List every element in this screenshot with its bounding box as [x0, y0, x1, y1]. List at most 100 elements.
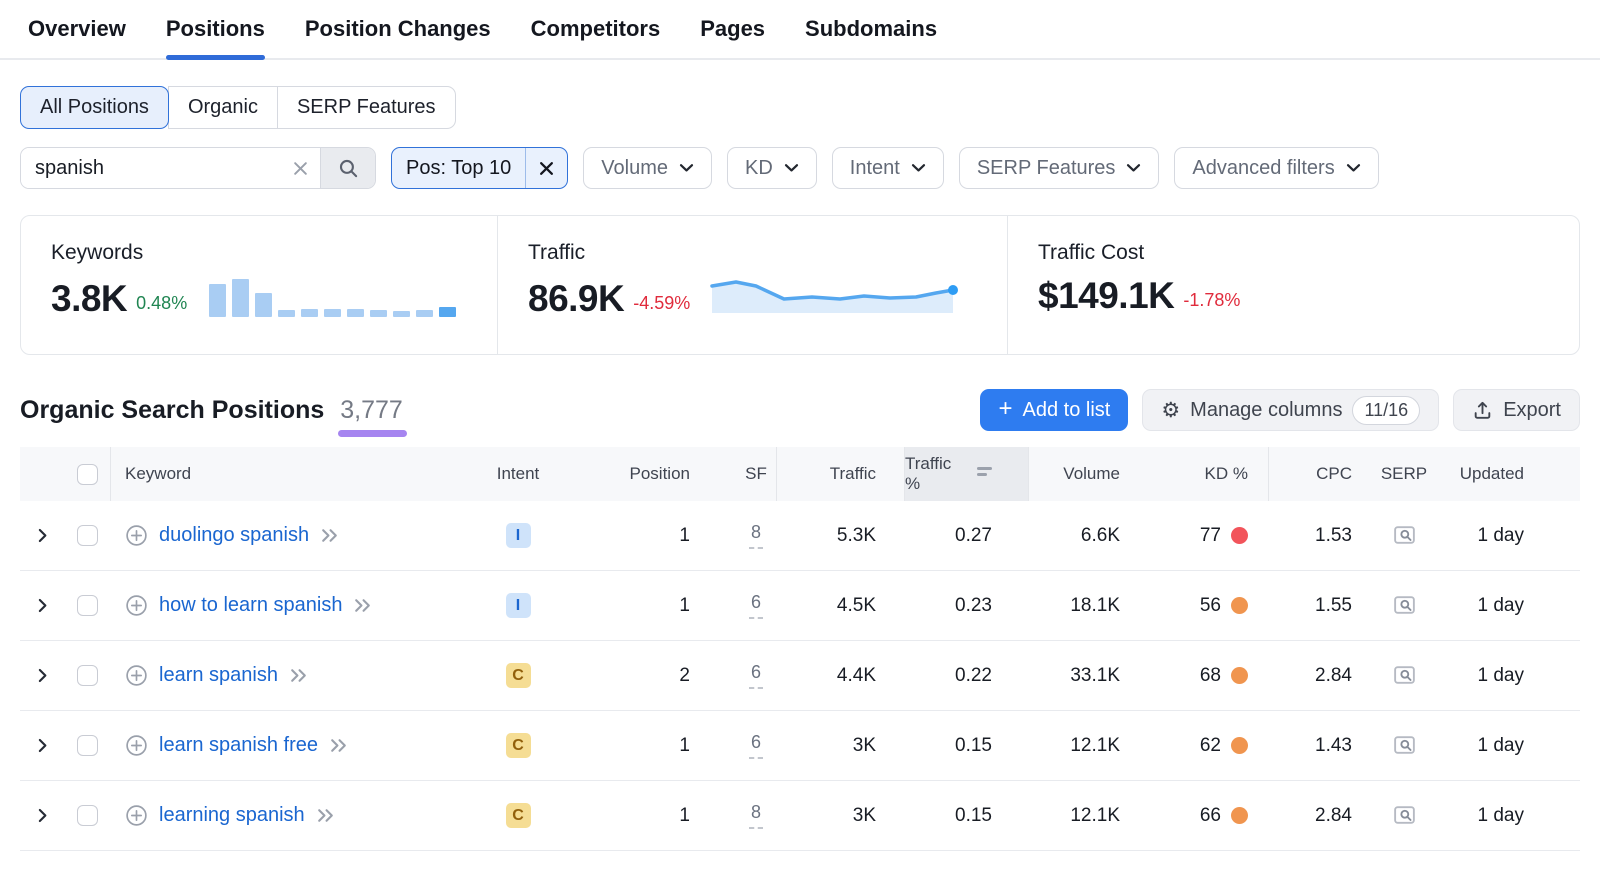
trend-bar — [255, 293, 273, 317]
expand-row-button[interactable] — [20, 667, 64, 684]
keyword-link[interactable]: duolingo spanish — [159, 524, 310, 546]
intent-badge[interactable]: C — [505, 803, 531, 828]
search-icon — [339, 159, 357, 177]
keyword-link[interactable]: learn spanish — [159, 664, 278, 686]
serp-preview-icon[interactable] — [1392, 593, 1417, 618]
kd-difficulty-dot — [1231, 527, 1248, 544]
serp-features-count[interactable]: 6 — [748, 732, 763, 759]
row-checkbox[interactable] — [76, 805, 98, 826]
serp-features-count[interactable]: 6 — [748, 592, 763, 619]
keyword-link[interactable]: learn spanish free — [159, 734, 318, 756]
select-all-checkbox[interactable] — [76, 463, 98, 485]
add-to-list-icon[interactable] — [124, 523, 149, 548]
header-updated[interactable]: Updated — [1459, 464, 1524, 483]
traffic-summary: Traffic 86.9K -4.59% — [498, 216, 1008, 354]
tab-position-changes[interactable]: Position Changes — [304, 16, 491, 41]
double-chevron-icon[interactable] — [319, 527, 340, 544]
header-intent[interactable]: Intent — [496, 464, 540, 483]
search-input[interactable] — [21, 148, 281, 188]
traffic-cost-summary: Traffic Cost $149.1K -1.78% — [1008, 216, 1579, 354]
chevron-down-icon — [1346, 164, 1360, 172]
position-filter-label[interactable]: Pos: Top 10 — [406, 156, 512, 179]
position-value: 1 — [679, 594, 690, 616]
manage-columns-button[interactable]: ⚙ Manage columns 11/16 — [1142, 389, 1440, 431]
volume-value: 6.6K — [1080, 524, 1120, 546]
table-row: duolingo spanish I 1 8 5.3K 0.27 6.6K 77… — [20, 501, 1580, 571]
double-chevron-icon[interactable] — [315, 807, 336, 824]
filter-volume[interactable]: Volume — [583, 147, 712, 189]
add-to-list-icon[interactable] — [124, 803, 149, 828]
header-serp[interactable]: SERP — [1380, 464, 1428, 483]
row-checkbox[interactable] — [76, 525, 98, 546]
row-checkbox[interactable] — [76, 595, 98, 616]
intent-badge[interactable]: C — [505, 663, 531, 688]
kd-difficulty-dot — [1231, 667, 1248, 684]
double-chevron-icon[interactable] — [288, 667, 309, 684]
intent-badge[interactable]: I — [505, 523, 531, 548]
serp-features-count[interactable]: 6 — [748, 662, 763, 689]
section-header: Organic Search Positions 3,777 + Add to … — [20, 389, 1580, 437]
tab-subdomains[interactable]: Subdomains — [805, 16, 938, 41]
header-traffic-pct[interactable]: Traffic % — [904, 447, 1028, 501]
expand-row-button[interactable] — [20, 807, 64, 824]
header-cpc[interactable]: CPC — [1268, 447, 1368, 501]
row-checkbox[interactable] — [76, 735, 98, 756]
add-to-list-icon[interactable] — [124, 733, 149, 758]
serp-features-count[interactable]: 8 — [748, 522, 763, 549]
double-chevron-icon[interactable] — [352, 597, 373, 614]
header-keyword[interactable]: Keyword — [110, 447, 470, 501]
tab-positions[interactable]: Positions — [165, 16, 265, 60]
serp-preview-icon[interactable] — [1392, 663, 1417, 688]
tab-overview[interactable]: Overview — [28, 16, 126, 41]
trend-bar — [370, 310, 388, 317]
intent-badge[interactable]: I — [505, 593, 531, 618]
tab-competitors[interactable]: Competitors — [530, 16, 661, 41]
chevron-right-icon — [38, 738, 46, 753]
position-value: 1 — [679, 524, 690, 546]
expand-row-button[interactable] — [20, 597, 64, 614]
filter-kd[interactable]: KD — [726, 147, 817, 189]
export-button[interactable]: Export — [1453, 389, 1580, 431]
add-to-list-icon[interactable] — [124, 663, 149, 688]
chevron-down-icon — [1127, 164, 1141, 172]
expand-row-button[interactable] — [20, 737, 64, 754]
header-traffic[interactable]: Traffic — [776, 447, 904, 501]
traffic-value: 3K — [852, 734, 876, 756]
segment-all-positions[interactable]: All Positions — [20, 86, 169, 129]
kd-difficulty-dot — [1231, 807, 1248, 824]
header-kd[interactable]: KD % — [1204, 464, 1248, 483]
serp-preview-icon[interactable] — [1392, 803, 1417, 828]
expand-row-button[interactable] — [20, 527, 64, 544]
clear-search-icon[interactable] — [281, 148, 320, 188]
remove-position-filter-icon[interactable] — [526, 148, 567, 188]
keyword-link[interactable]: learning spanish — [159, 804, 305, 826]
filter-advanced-filters[interactable]: Advanced filters — [1174, 147, 1379, 189]
updated-value: 1 day — [1477, 664, 1524, 686]
row-checkbox[interactable] — [76, 665, 98, 686]
updated-value: 1 day — [1477, 524, 1524, 546]
search-button[interactable] — [320, 148, 375, 188]
segment-serp-features[interactable]: SERP Features — [276, 86, 456, 129]
plus-icon: + — [998, 395, 1013, 422]
intent-badge[interactable]: C — [505, 733, 531, 758]
keyword-link[interactable]: how to learn spanish — [159, 594, 343, 616]
segment-organic[interactable]: Organic — [167, 86, 278, 129]
traffic-label: Traffic — [528, 241, 586, 264]
tab-pages[interactable]: Pages — [700, 16, 766, 41]
filter-serp-features[interactable]: SERP Features — [958, 147, 1160, 189]
header-sf[interactable]: SF — [745, 464, 767, 483]
trend-bar — [301, 309, 319, 317]
serp-features-count[interactable]: 8 — [748, 802, 763, 829]
filter-intent[interactable]: Intent — [831, 147, 944, 189]
header-position[interactable]: Position — [629, 464, 690, 483]
trend-bar — [232, 279, 250, 317]
serp-preview-icon[interactable] — [1392, 733, 1417, 758]
serp-preview-icon[interactable] — [1392, 523, 1417, 548]
chevron-down-icon — [784, 164, 798, 172]
header-volume[interactable]: Volume — [1028, 447, 1156, 501]
position-value: 2 — [679, 664, 690, 686]
add-to-list-icon[interactable] — [124, 593, 149, 618]
traffic-trend-chart — [710, 280, 959, 313]
add-to-list-button[interactable]: + Add to list — [980, 389, 1129, 431]
double-chevron-icon[interactable] — [328, 737, 349, 754]
